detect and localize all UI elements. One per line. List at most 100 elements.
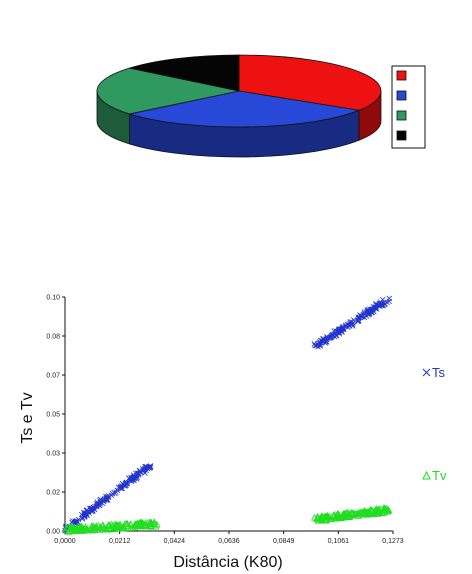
point-Tv: [318, 516, 326, 523]
x-tick-label: 0,1061: [328, 538, 350, 545]
point-Ts: [372, 301, 379, 307]
point-Ts: [340, 326, 347, 332]
point-Tv: [355, 509, 363, 517]
point-Tv: [381, 505, 389, 512]
x-tick-label: 0,0424: [164, 538, 186, 545]
point-Tv: [341, 512, 349, 520]
x-tick-label: 0,0849: [273, 538, 295, 545]
point-Tv: [64, 527, 73, 535]
point-Tv: [120, 522, 128, 530]
point-Ts: [133, 476, 140, 482]
point-Tv: [68, 523, 77, 531]
point-Tv: [118, 523, 126, 531]
point-Ts: [113, 489, 119, 495]
scatter-legend: Ts Tv: [422, 365, 447, 483]
point-Ts: [87, 505, 94, 512]
point-Tv: [147, 522, 156, 530]
point-Tv: [102, 524, 111, 531]
point-Tv: [152, 522, 160, 530]
point-Tv: [108, 522, 117, 530]
point-Tv: [116, 524, 124, 532]
y-tick-label: 0.10: [46, 295, 60, 302]
pie-slice: [96, 67, 240, 115]
point-Ts: [123, 482, 129, 489]
point-Ts: [333, 333, 340, 339]
x-axis-title: Distância (K80): [173, 554, 282, 571]
point-Ts: [137, 469, 143, 475]
point-Ts: [100, 498, 107, 505]
pie-legend-swatch: [396, 90, 407, 101]
point-Ts: [375, 302, 382, 309]
point-Tv: [131, 520, 139, 528]
point-Tv: [335, 511, 343, 518]
scatter-legend-label: Ts: [432, 365, 446, 380]
pie-legend: [391, 65, 426, 149]
point-Ts: [315, 343, 321, 350]
pie-legend-swatch: [396, 70, 407, 81]
point-Ts: [331, 328, 337, 334]
point-Ts: [361, 309, 368, 315]
scatter-chart: 0.00 0.02 0.03 0.05 0.07 0.08 0.10 0,0000 0,0212…: [19, 295, 404, 572]
point-Tv: [104, 521, 113, 529]
point-Ts: [97, 496, 104, 503]
point-Tv: [150, 518, 159, 525]
point-Tv: [66, 527, 75, 535]
point-Ts: [357, 312, 363, 318]
point-Ts: [117, 484, 124, 491]
point-Tv: [138, 519, 146, 527]
point-Ts: [94, 502, 100, 509]
y-tick-label: 0.00: [46, 529, 60, 536]
point-Ts: [119, 485, 125, 492]
point-Tv: [116, 520, 124, 528]
point-Tv: [63, 524, 71, 532]
point-Ts: [331, 333, 338, 340]
point-Ts: [361, 310, 368, 317]
x-tick-label: 0,0212: [109, 538, 131, 545]
point-Tv: [111, 520, 119, 528]
y-tick-label: 0.07: [46, 373, 60, 380]
point-Tv: [73, 526, 81, 534]
point-Ts: [365, 307, 371, 314]
point-Ts: [105, 493, 112, 499]
point-Tv: [313, 515, 321, 522]
point-Tv: [333, 510, 341, 518]
point-Tv: [361, 507, 369, 515]
y-tick-label: 0.03: [46, 451, 60, 458]
point-Ts: [142, 470, 148, 476]
scatter-axes: 0.00 0.02 0.03 0.05 0.07 0.08 0.10 0,0000 0,0212…: [46, 295, 403, 546]
pie-legend-swatch: [396, 130, 407, 141]
point-Tv: [74, 523, 83, 530]
point-Ts: [386, 298, 393, 305]
x-tick-label: 0,1273: [382, 538, 404, 545]
point-Tv: [89, 526, 97, 534]
point-Tv: [64, 523, 73, 531]
point-Tv: [334, 514, 342, 522]
point-Ts: [103, 496, 110, 503]
point-Ts: [328, 333, 335, 339]
point-Ts: [123, 480, 129, 487]
point-Ts: [81, 510, 88, 517]
point-Tv: [373, 505, 381, 512]
point-Tv: [127, 524, 135, 531]
point-Tv: [380, 504, 388, 512]
pie-chart: [96, 54, 382, 158]
scatter-legend-marker: [422, 368, 431, 377]
point-Ts: [320, 338, 326, 345]
y-tick-label: 0.05: [46, 412, 60, 419]
point-Ts: [354, 318, 361, 324]
point-Ts: [333, 328, 339, 334]
x-tick-label: 0,0636: [218, 538, 240, 545]
point-Tv: [147, 520, 155, 528]
point-Ts: [133, 470, 139, 477]
point-Ts: [346, 323, 353, 329]
x-tick-label: 0,0000: [54, 538, 76, 545]
point-Tv: [346, 511, 354, 519]
y-tick-label: 0.08: [46, 334, 60, 341]
point-Tv: [127, 520, 135, 528]
point-Ts: [144, 464, 150, 471]
point-Tv: [362, 508, 371, 516]
point-Ts: [311, 341, 318, 347]
point-Ts: [377, 299, 384, 305]
point-Tv: [92, 522, 100, 530]
